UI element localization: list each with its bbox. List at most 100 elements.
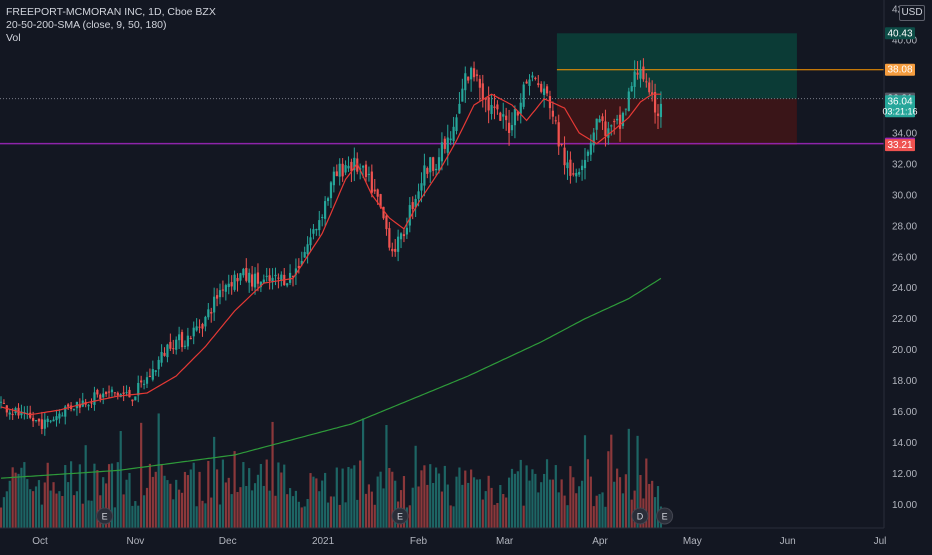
volume-bar [437,473,441,528]
volume-bar [610,434,613,528]
candle-body [78,404,81,408]
volume-bar [633,490,636,528]
candle-body [262,279,265,283]
candle-body [32,417,35,422]
volume-bar [639,474,642,528]
event-marker[interactable]: E [391,507,409,525]
volume-bar [2,497,6,528]
volume-bar [364,493,368,528]
volume-bar [230,494,233,528]
volume-bar [376,476,379,528]
time-tick-label: Jun [780,536,796,547]
volume-bar [23,462,26,528]
candle-body [522,84,525,107]
volume-bar [484,491,487,528]
volume-bar [291,496,295,528]
candle-body [580,165,584,171]
candle-body [589,142,592,155]
candle-body [598,119,601,123]
volume-bar [198,471,201,528]
volume-bar [607,451,610,528]
event-marker[interactable]: D [631,507,649,525]
volume-bar [277,462,280,528]
candle-body [324,201,327,219]
event-marker[interactable]: E [96,507,114,525]
candle-body [440,142,444,162]
candle-body [277,277,280,279]
volume-bar [534,473,537,528]
candle-body [519,102,522,114]
volume-bar [245,486,248,528]
volume-bar [17,473,20,528]
candle-body [125,392,128,394]
symbol-title[interactable]: FREEPORT-MCMORAN INC, 1D, Cboe BZX [6,6,216,18]
candle-body [604,121,607,136]
price-tick-label: 34.00 [892,128,917,139]
volume-bar [280,472,283,528]
candle-body [601,116,604,121]
volume-bar [169,483,172,528]
candle-body [551,110,554,117]
indicator-title[interactable]: 20-50-200-SMA (close, 9, 50, 180) [6,19,167,31]
candle-body [467,76,470,81]
candle-body [0,401,3,403]
volume-bar [551,479,554,528]
price-tick-label: 22.00 [892,314,917,325]
candle-body [563,147,566,166]
candle-body [338,163,341,177]
candle-body [201,324,204,329]
candle-body [624,108,627,110]
volume-bar [648,483,651,528]
candle-body [52,419,55,422]
volume-bar [627,428,630,528]
event-marker-label: D [637,512,644,522]
candle-body [583,159,587,169]
candle-body [140,380,143,383]
candle-body [537,83,540,86]
price-badge-label: 40.43 [887,28,912,39]
candle-body [405,227,408,235]
candle-body [543,88,546,95]
candle-body [493,106,496,108]
price-tick-label: 28.00 [892,221,917,232]
volume-bar [122,494,125,528]
candle-body [642,66,645,80]
candle-body [259,281,262,288]
candle-body [20,411,23,416]
chart-legend: FREEPORT-MCMORAN INC, 1D, Cboe BZX 20-50… [6,6,216,45]
candle-body [420,183,423,191]
event-marker[interactable]: E [656,507,674,525]
candle-body [113,392,116,394]
candle-body [61,415,64,417]
candle-body [145,377,149,384]
volume-bar [350,468,353,528]
volume-bar [14,472,17,528]
volume-bar [34,486,38,528]
time-tick-label: Mar [496,536,514,547]
volume-bar [140,422,143,528]
candle-body [332,171,335,186]
candle-body [210,312,213,314]
volume-bar [537,492,540,528]
candle-body [659,103,663,118]
price-badge [885,27,915,40]
volume-bar [367,484,371,528]
volume-bar [262,485,265,528]
volume-title[interactable]: Vol [6,32,21,44]
candle-body [175,339,178,350]
volume-bar [84,445,87,528]
currency-button[interactable]: USD [899,5,925,21]
candle-body [40,419,43,429]
candle-body [402,234,406,237]
candle-body [417,191,420,199]
volume-bar [347,467,350,528]
candle-body [186,335,189,347]
price-badge-label: 36.04 [887,96,912,107]
candle-body [557,122,560,147]
volume-bar [221,459,225,528]
volume-bar [251,490,254,528]
volume-bar [128,473,131,528]
volume-bar [478,479,481,528]
